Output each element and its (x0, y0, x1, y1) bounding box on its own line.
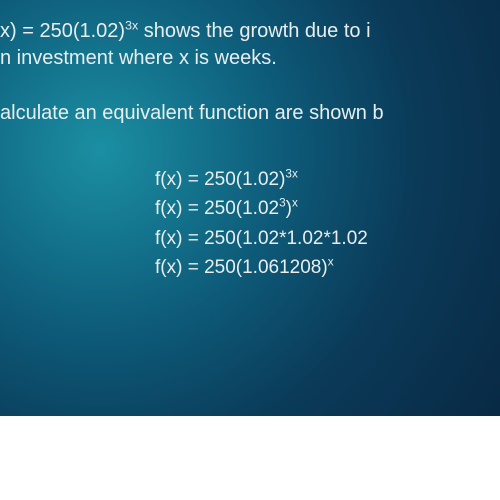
eq3-pre: f(x) = 250(1.02*1.02*1.02 (155, 228, 368, 249)
equation-2: f(x) = 250(1.023)x (155, 194, 500, 223)
eq1-sup: 3x (285, 168, 297, 181)
equation-4: f(x) = 250(1.061208)x (155, 253, 500, 282)
equations-block: f(x) = 250(1.02)3x f(x) = 250(1.023)x f(… (155, 165, 500, 283)
slide: x) = 250(1.02)3x shows the growth due to… (0, 0, 500, 500)
intro-line-2: n investment where x is weeks. (0, 45, 492, 72)
eq2-pre: f(x) = 250(1.02 (155, 198, 279, 219)
intro-text: x) = 250(1.02)3x shows the growth due to… (0, 18, 500, 72)
intro-2a: n investment where x is weeks. (0, 47, 277, 69)
intro-1-exp: 3x (125, 18, 138, 32)
eq1-pre: f(x) = 250(1.02) (155, 169, 285, 190)
equation-1: f(x) = 250(1.02)3x (155, 165, 500, 194)
eq4-sup: x (328, 256, 334, 269)
intro-1a: x) = 250(1.02) (0, 20, 125, 42)
eq4-pre: f(x) = 250(1.061208) (155, 257, 328, 278)
intro-line-1: x) = 250(1.02)3x shows the growth due to… (0, 18, 492, 45)
steps-label-text: alculate an equivalent function are show… (0, 102, 384, 124)
bottom-bar (0, 416, 500, 500)
equation-3: f(x) = 250(1.02*1.02*1.02 (155, 224, 500, 253)
eq2-sup2: x (292, 197, 298, 210)
intro-1b: shows the growth due to i (138, 20, 370, 42)
steps-label: alculate an equivalent function are show… (0, 100, 500, 127)
